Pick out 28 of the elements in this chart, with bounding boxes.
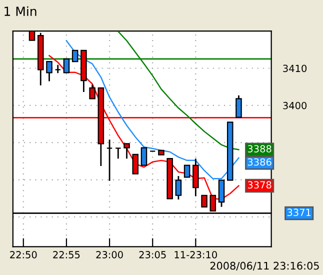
ref-line-label: 3371 (287, 208, 311, 216)
candlestick (140, 147, 148, 166)
y-tick-label: 3400 (283, 102, 307, 110)
candlestick (72, 50, 78, 62)
candlestick (236, 94, 242, 118)
data-label: 3386 (248, 158, 272, 166)
candlestick (46, 60, 52, 82)
x-tick-label: 23:05 (139, 251, 166, 258)
x-tick-label: 22:55 (53, 251, 80, 258)
candlestick (192, 158, 199, 197)
candlestick (89, 84, 96, 100)
candlestick (106, 138, 113, 182)
data-label: 3378 (248, 181, 272, 189)
candlestick (124, 143, 130, 160)
candlestick (175, 175, 182, 200)
x-tick-label: 22:50 (10, 251, 37, 258)
data-label: 3388 (248, 145, 272, 152)
candlestick (184, 164, 190, 178)
y-tick-label: 3410 (283, 64, 307, 72)
candlestick (115, 147, 122, 160)
x-tick-label: 11-23:10 (174, 251, 217, 258)
candlestick (218, 179, 225, 208)
chart-title: 1 Min (4, 6, 36, 16)
candlestick (201, 194, 208, 208)
candlestick (132, 154, 139, 174)
text: 2008/06/11 23:16:05 (210, 262, 319, 270)
x-tick-label: 23:00 (96, 251, 123, 258)
candlestick (63, 58, 70, 74)
